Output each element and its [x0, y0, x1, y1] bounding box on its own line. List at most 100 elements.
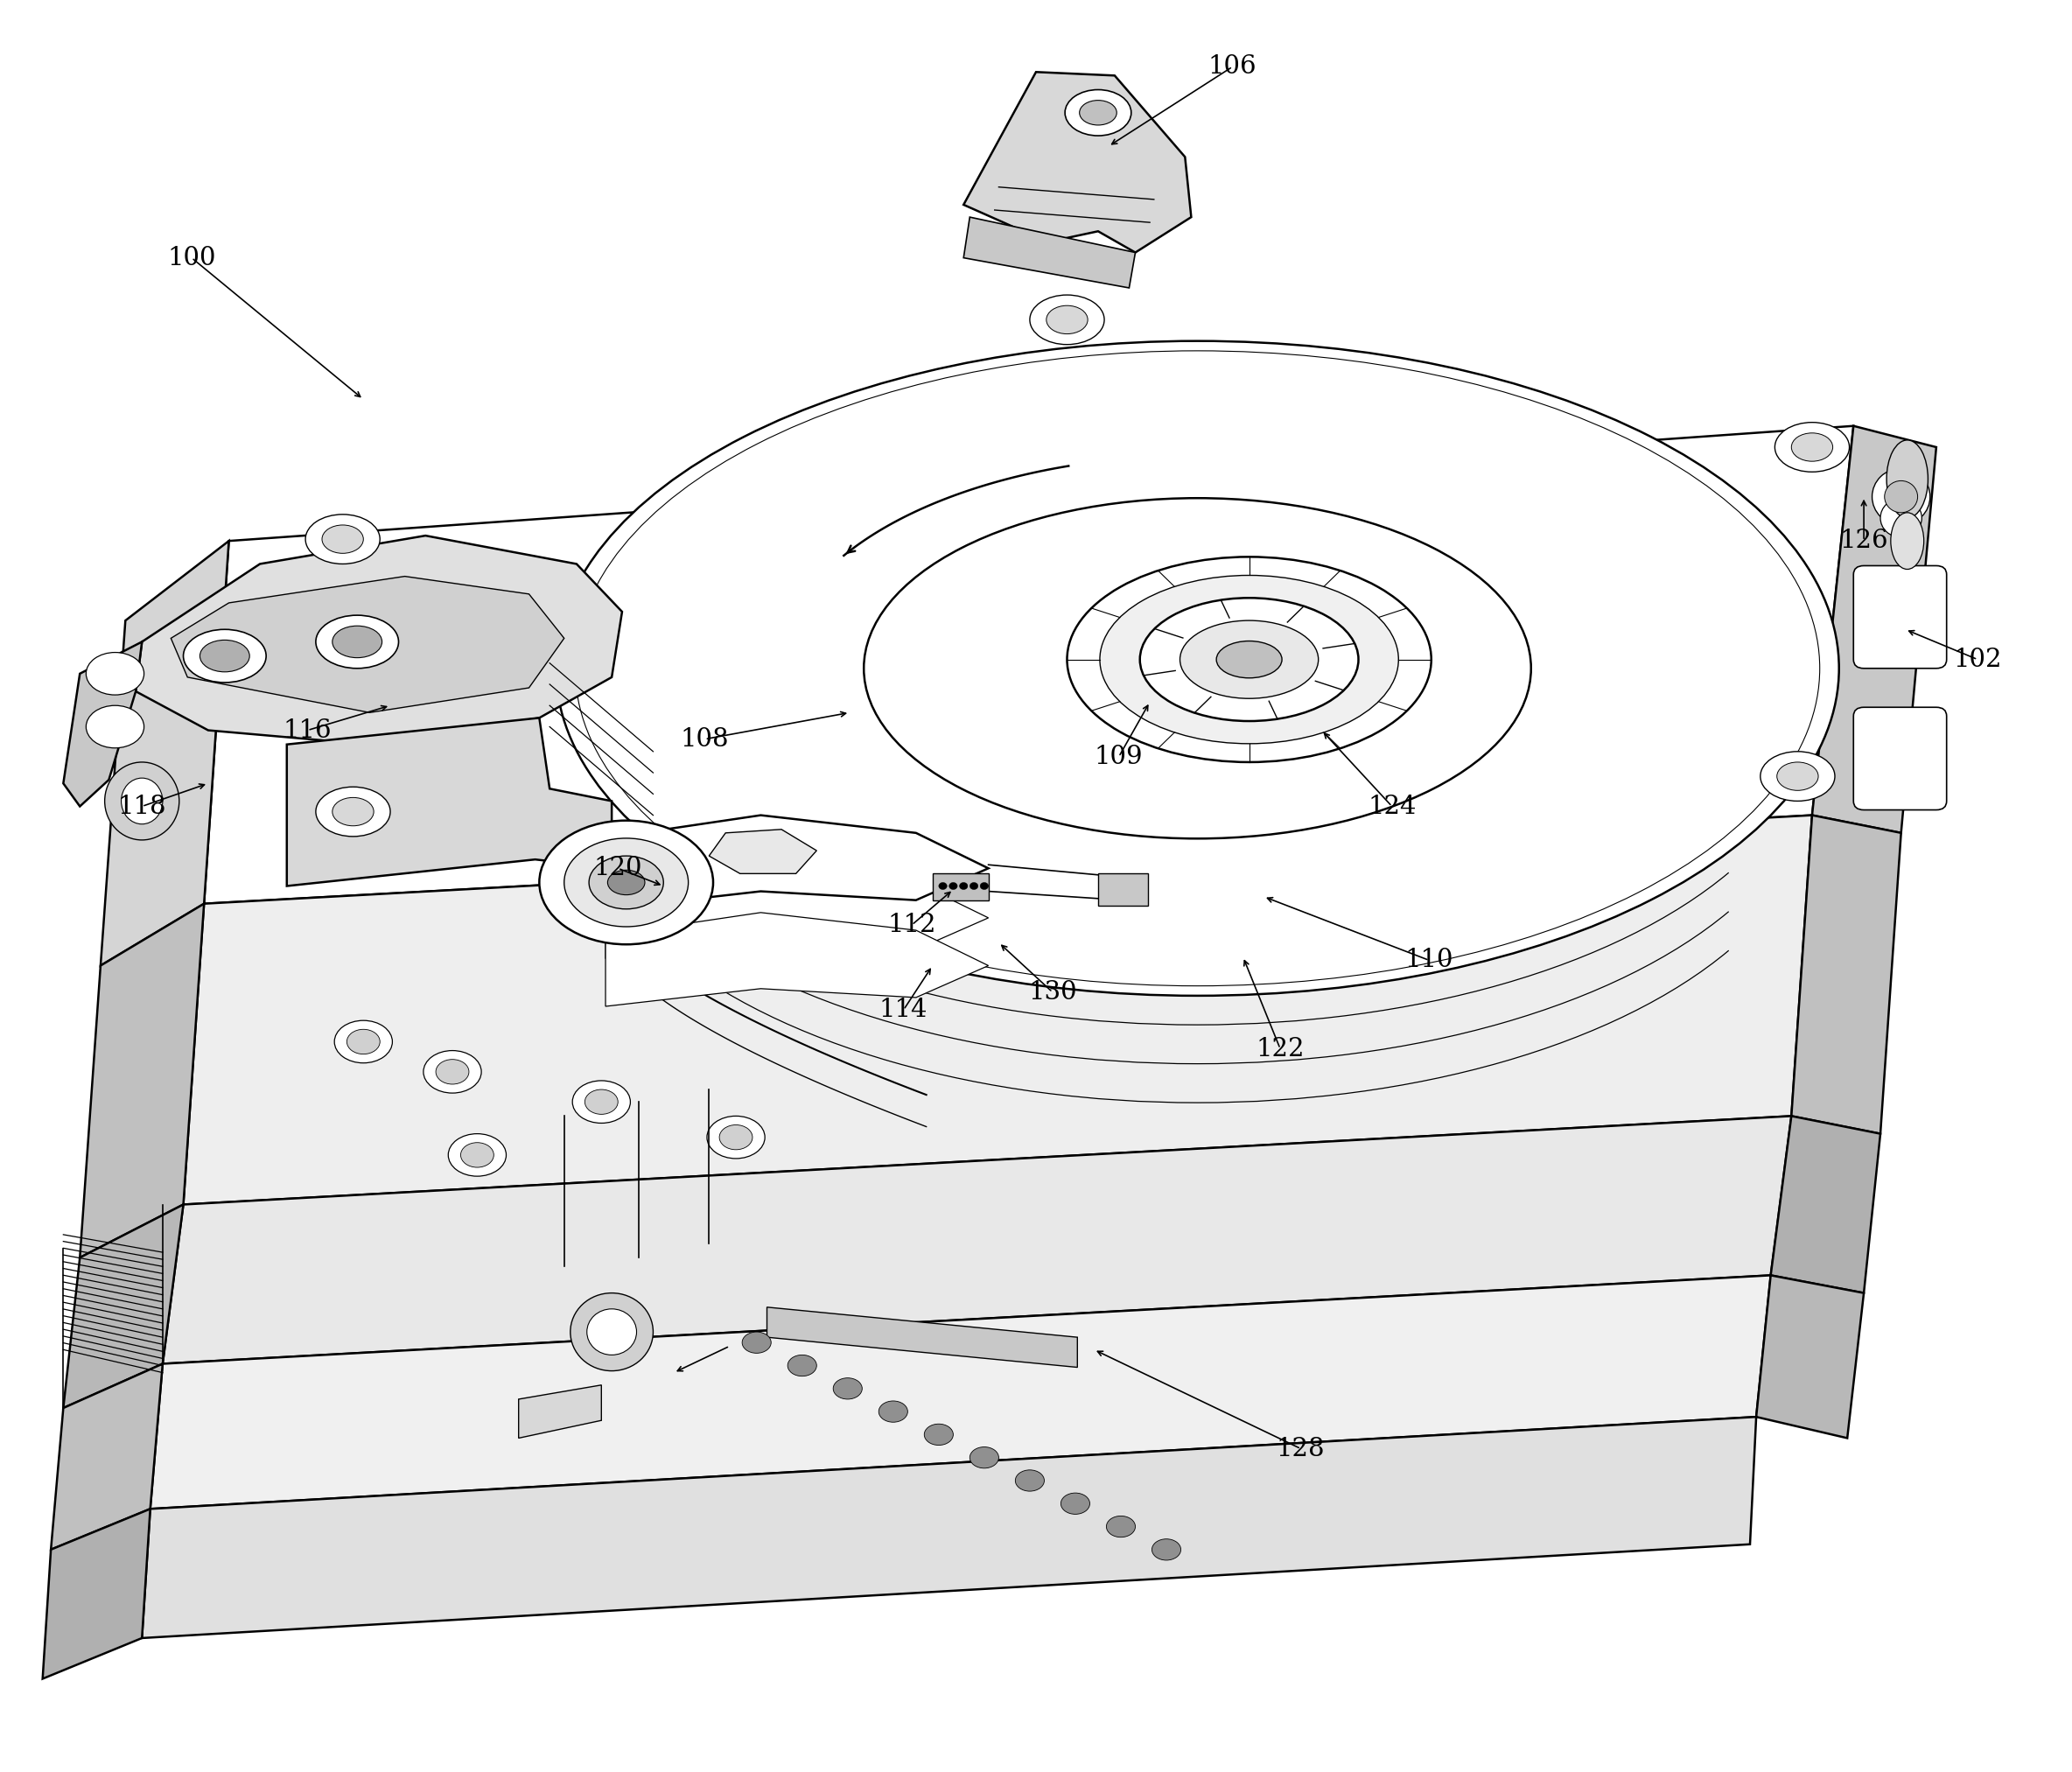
Ellipse shape — [707, 1116, 765, 1159]
Text: 112: 112 — [887, 913, 937, 937]
Ellipse shape — [315, 787, 390, 836]
Ellipse shape — [570, 1294, 653, 1372]
Polygon shape — [143, 1418, 1757, 1637]
Text: 126: 126 — [1840, 528, 1888, 553]
Text: 118: 118 — [118, 794, 166, 819]
Text: 130: 130 — [1028, 980, 1077, 1005]
Ellipse shape — [1100, 576, 1399, 744]
Ellipse shape — [970, 882, 978, 890]
Polygon shape — [1792, 815, 1902, 1134]
Ellipse shape — [1030, 294, 1104, 344]
Text: 100: 100 — [168, 246, 215, 269]
Ellipse shape — [959, 882, 968, 890]
Ellipse shape — [1778, 762, 1819, 790]
Text: 114: 114 — [879, 998, 928, 1022]
Ellipse shape — [586, 1310, 636, 1356]
Ellipse shape — [719, 1125, 752, 1150]
Ellipse shape — [1080, 101, 1117, 126]
Ellipse shape — [1067, 556, 1432, 762]
Text: 128: 128 — [1276, 1437, 1326, 1460]
Polygon shape — [64, 1205, 182, 1409]
Ellipse shape — [949, 882, 957, 890]
Polygon shape — [1757, 1276, 1865, 1439]
Polygon shape — [605, 913, 988, 1006]
Ellipse shape — [742, 1333, 771, 1354]
Text: 120: 120 — [595, 856, 642, 881]
Ellipse shape — [588, 856, 663, 909]
Polygon shape — [162, 1116, 1792, 1364]
Polygon shape — [767, 1308, 1077, 1368]
Polygon shape — [44, 1510, 151, 1678]
Ellipse shape — [346, 1030, 379, 1054]
Ellipse shape — [1888, 439, 1927, 517]
Ellipse shape — [1873, 468, 1929, 525]
Polygon shape — [1813, 425, 1935, 833]
Ellipse shape — [1792, 432, 1834, 461]
Ellipse shape — [122, 778, 162, 824]
Ellipse shape — [1761, 751, 1836, 801]
Polygon shape — [170, 576, 564, 712]
Text: 109: 109 — [1094, 744, 1144, 769]
Text: 116: 116 — [284, 718, 332, 742]
Ellipse shape — [1140, 597, 1359, 721]
Polygon shape — [518, 1386, 601, 1439]
Ellipse shape — [1106, 1517, 1135, 1536]
Ellipse shape — [879, 1402, 908, 1423]
Polygon shape — [151, 1276, 1772, 1510]
Ellipse shape — [833, 1379, 862, 1400]
Ellipse shape — [1065, 90, 1131, 136]
Ellipse shape — [1046, 305, 1088, 333]
FancyBboxPatch shape — [1854, 565, 1946, 668]
Ellipse shape — [334, 1021, 392, 1063]
Ellipse shape — [787, 1356, 816, 1377]
Ellipse shape — [1892, 512, 1923, 569]
Ellipse shape — [321, 525, 363, 553]
Ellipse shape — [182, 629, 265, 682]
Polygon shape — [932, 874, 988, 900]
Ellipse shape — [460, 1143, 493, 1168]
Ellipse shape — [572, 1081, 630, 1123]
Ellipse shape — [607, 870, 644, 895]
Ellipse shape — [199, 640, 249, 672]
Ellipse shape — [1061, 1494, 1090, 1515]
Ellipse shape — [1886, 480, 1919, 512]
Ellipse shape — [980, 882, 988, 890]
Polygon shape — [963, 73, 1191, 252]
Ellipse shape — [584, 1090, 617, 1115]
Text: 124: 124 — [1368, 794, 1417, 819]
Polygon shape — [203, 425, 1854, 904]
Polygon shape — [963, 218, 1135, 287]
Ellipse shape — [106, 762, 178, 840]
Polygon shape — [1098, 874, 1148, 905]
Ellipse shape — [939, 882, 947, 890]
Polygon shape — [52, 1364, 162, 1549]
Polygon shape — [709, 829, 816, 874]
Ellipse shape — [1881, 498, 1921, 537]
Polygon shape — [64, 641, 143, 806]
Text: 102: 102 — [1954, 647, 2002, 672]
Ellipse shape — [315, 615, 398, 668]
Ellipse shape — [423, 1051, 481, 1093]
Polygon shape — [182, 815, 1813, 1205]
Ellipse shape — [435, 1060, 468, 1084]
Ellipse shape — [305, 514, 379, 563]
FancyBboxPatch shape — [1854, 707, 1946, 810]
Polygon shape — [605, 815, 988, 909]
Polygon shape — [81, 904, 203, 1258]
Ellipse shape — [1152, 1538, 1181, 1559]
Ellipse shape — [87, 705, 145, 748]
Ellipse shape — [555, 340, 1840, 996]
Ellipse shape — [332, 626, 381, 657]
Polygon shape — [605, 865, 988, 959]
Ellipse shape — [564, 838, 688, 927]
Ellipse shape — [1776, 422, 1850, 471]
Ellipse shape — [1015, 1471, 1044, 1492]
Ellipse shape — [970, 1448, 999, 1469]
Polygon shape — [286, 718, 611, 886]
Text: 110: 110 — [1405, 948, 1452, 973]
Ellipse shape — [539, 820, 713, 944]
Polygon shape — [1772, 1116, 1881, 1294]
Polygon shape — [137, 535, 622, 744]
Ellipse shape — [332, 797, 373, 826]
Ellipse shape — [924, 1425, 953, 1446]
